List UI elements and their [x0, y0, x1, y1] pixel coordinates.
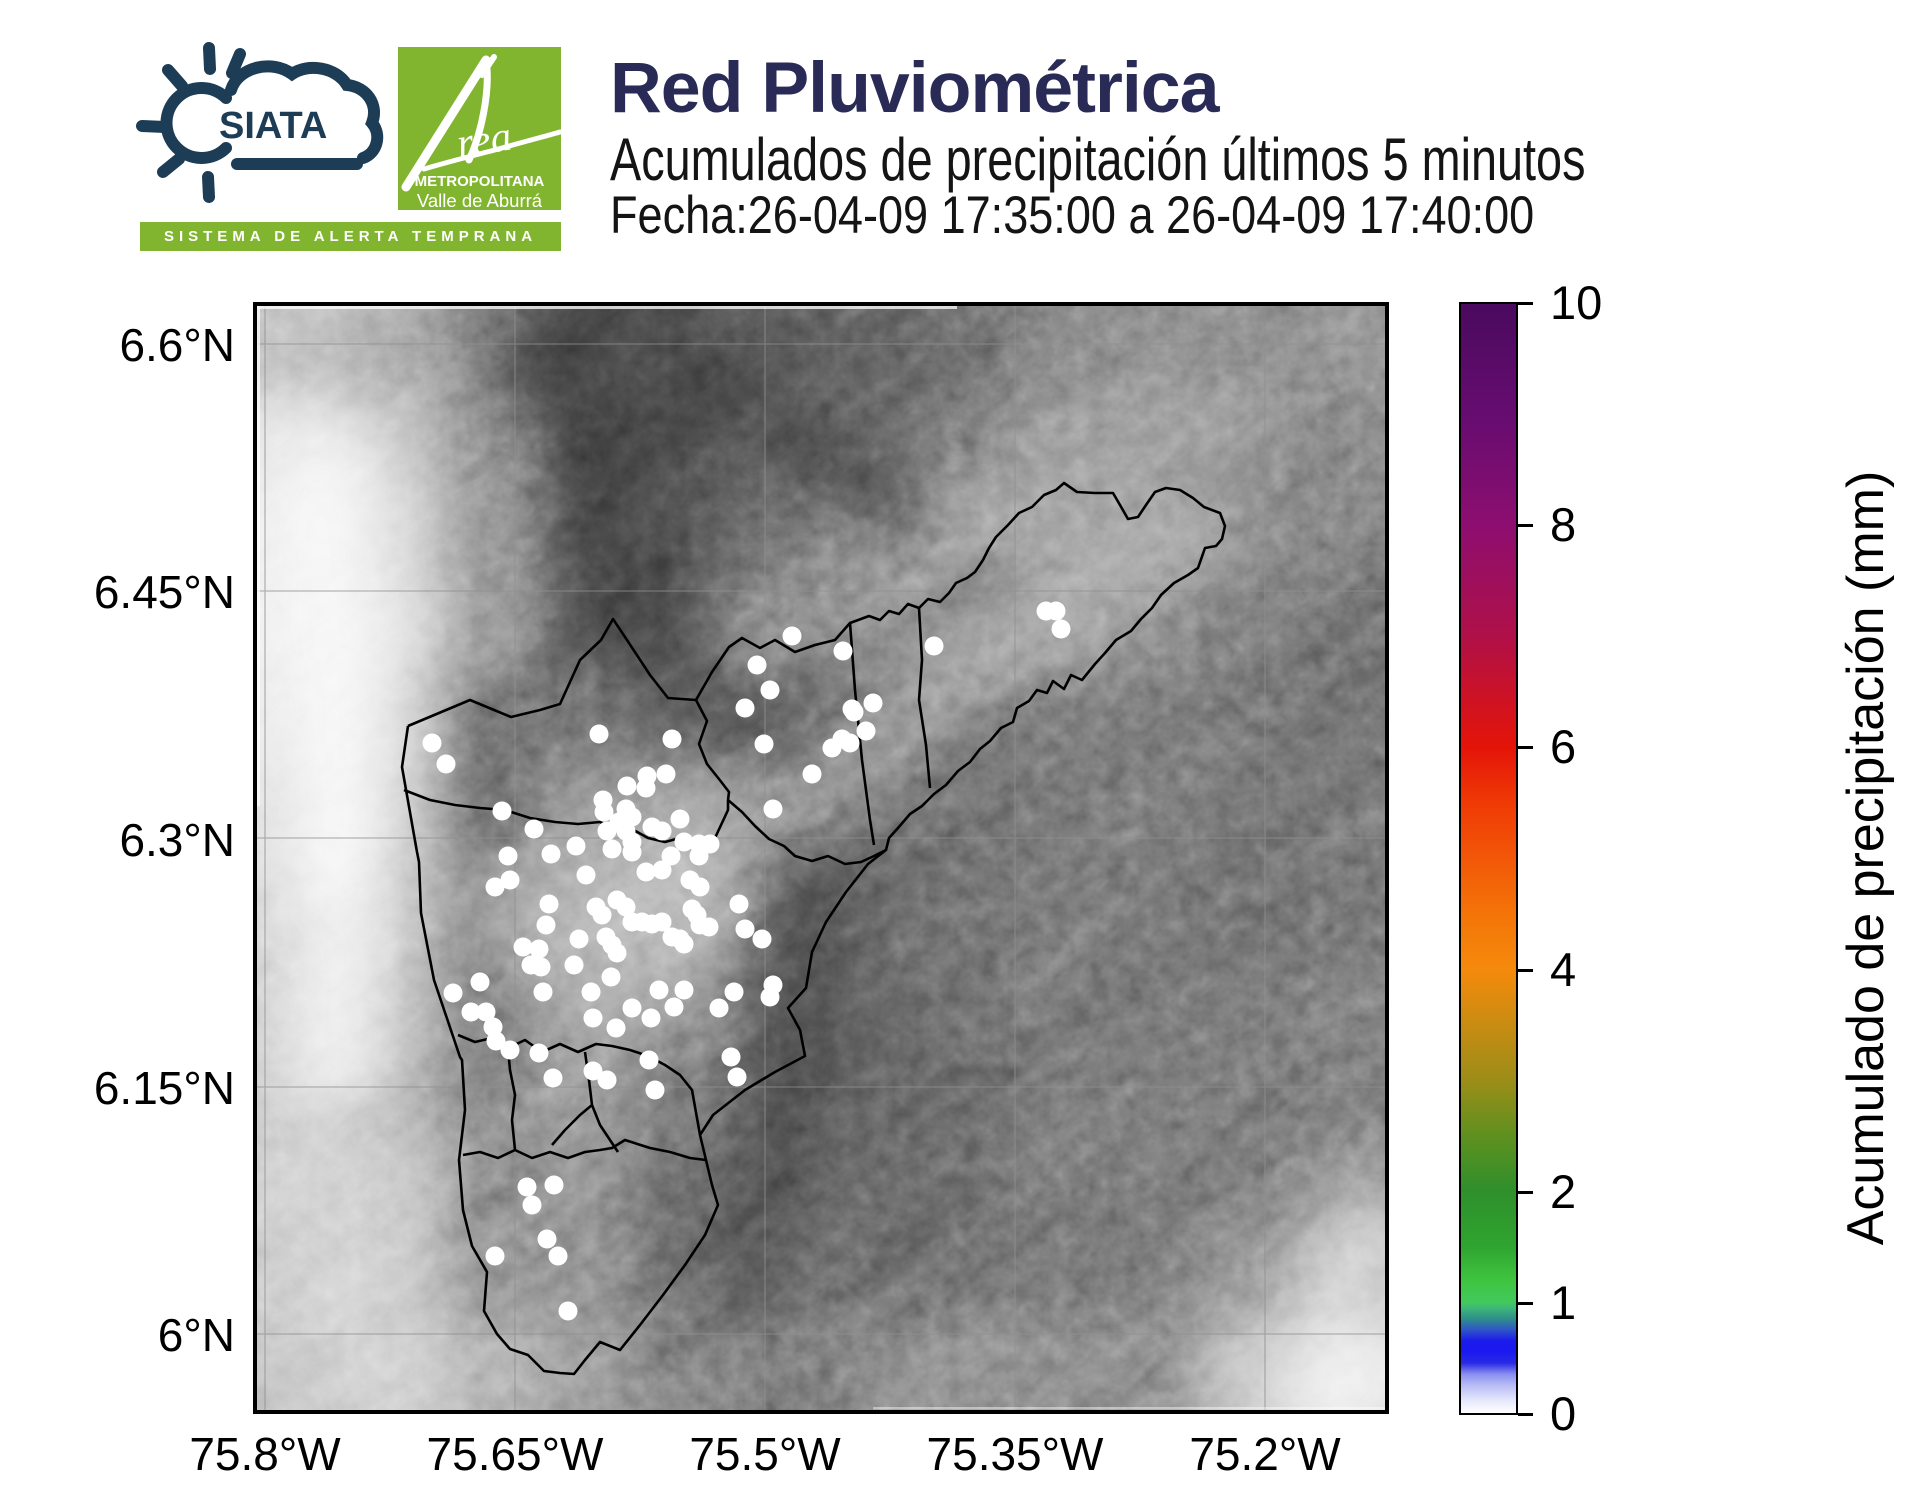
svg-text:rea: rea	[454, 114, 515, 168]
svg-text:SIATA: SIATA	[219, 105, 327, 147]
